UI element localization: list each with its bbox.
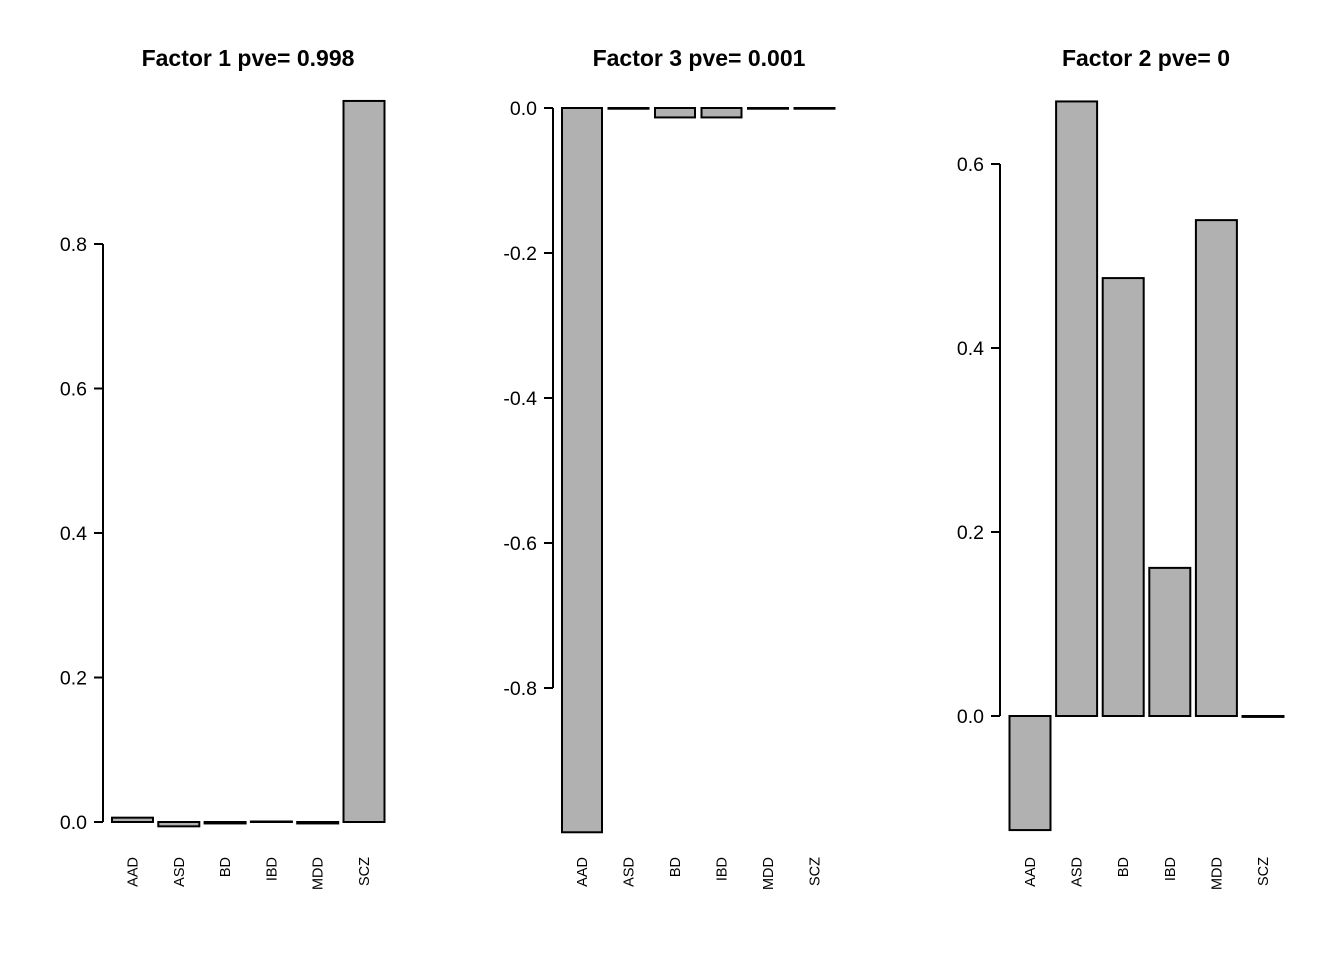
y-tick-label: 0.6 bbox=[60, 379, 87, 401]
barplot-panel-factor2: Factor 2 pve= 0 0.0 0.2 0.4 0.6 AAD ASD BD IBD MD… bbox=[957, 45, 1285, 890]
x-axis-label-mdd: MDD bbox=[1209, 857, 1225, 890]
y-tick-label: 0.0 bbox=[957, 706, 984, 728]
x-axis-label-asd: ASD bbox=[172, 857, 188, 887]
x-axis-label-mdd: MDD bbox=[761, 857, 777, 890]
x-axis-label-mdd: MDD bbox=[311, 857, 327, 890]
bar-ibd bbox=[700, 107, 743, 119]
bar-asd bbox=[1055, 100, 1099, 717]
y-tick-label: 0.0 bbox=[60, 812, 87, 834]
bar-scz bbox=[793, 107, 836, 110]
bar-mdd bbox=[747, 107, 789, 110]
y-tick-label: -0.2 bbox=[503, 243, 537, 265]
x-axis-label-bd: BD bbox=[218, 857, 234, 877]
y-tick-label: 0.4 bbox=[60, 523, 87, 545]
y-tick-label: -0.8 bbox=[503, 678, 537, 700]
bar-aad bbox=[561, 107, 603, 834]
panel-title: Factor 3 pve= 0.001 bbox=[593, 45, 806, 71]
x-axis-label-ibd: IBD bbox=[1163, 857, 1179, 881]
bar-bd bbox=[1101, 277, 1145, 717]
bar-aad bbox=[111, 816, 154, 823]
x-axis-label-scz: SCZ bbox=[808, 857, 824, 886]
x-axis-label-ibd: IBD bbox=[264, 857, 280, 881]
panel-title: Factor 1 pve= 0.998 bbox=[142, 45, 355, 71]
x-axis-label-bd: BD bbox=[668, 857, 684, 877]
bar-aad bbox=[1008, 715, 1052, 832]
x-axis-label-scz: SCZ bbox=[357, 857, 373, 886]
y-tick-label: 0.0 bbox=[510, 98, 537, 120]
barplot-panel-factor3: Factor 3 pve= 0.001 0.0 -0.2 -0.4 -0.6 -0.8 AA… bbox=[503, 45, 836, 890]
x-axis-label-asd: ASD bbox=[1070, 857, 1086, 887]
y-tick-label: -0.4 bbox=[503, 388, 537, 410]
bar-mdd bbox=[1194, 219, 1238, 717]
barplot-panel-factor1: Factor 1 pve= 0.998 0.0 0.2 0.4 0.6 0.8 AAD ASD… bbox=[60, 45, 386, 890]
x-axis-label-bd: BD bbox=[1116, 857, 1132, 877]
x-axis-label-aad: AAD bbox=[1023, 857, 1039, 887]
x-axis-label-aad: AAD bbox=[126, 857, 142, 887]
y-tick-label: 0.6 bbox=[957, 154, 984, 176]
panel-title: Factor 2 pve= 0 bbox=[1062, 45, 1230, 71]
bar-ibd bbox=[1148, 566, 1192, 717]
bar-mdd bbox=[296, 821, 340, 825]
y-tick-label: -0.6 bbox=[503, 533, 537, 555]
bar-bd bbox=[654, 107, 696, 119]
bar-scz bbox=[1241, 715, 1285, 718]
x-axis-label-ibd: IBD bbox=[715, 857, 731, 881]
bar-scz bbox=[342, 99, 386, 823]
bar-bd bbox=[203, 821, 247, 825]
bar-asd bbox=[607, 107, 650, 110]
bar-ibd bbox=[249, 820, 293, 823]
x-axis-label-aad: AAD bbox=[575, 857, 591, 887]
x-axis-label-scz: SCZ bbox=[1256, 857, 1272, 886]
y-tick-label: 0.2 bbox=[60, 668, 87, 690]
y-tick-label: 0.4 bbox=[957, 338, 984, 360]
y-tick-label: 0.2 bbox=[957, 522, 984, 544]
bar-asd bbox=[157, 821, 201, 828]
y-tick-label: 0.8 bbox=[60, 234, 87, 256]
x-axis-label-asd: ASD bbox=[622, 857, 638, 887]
